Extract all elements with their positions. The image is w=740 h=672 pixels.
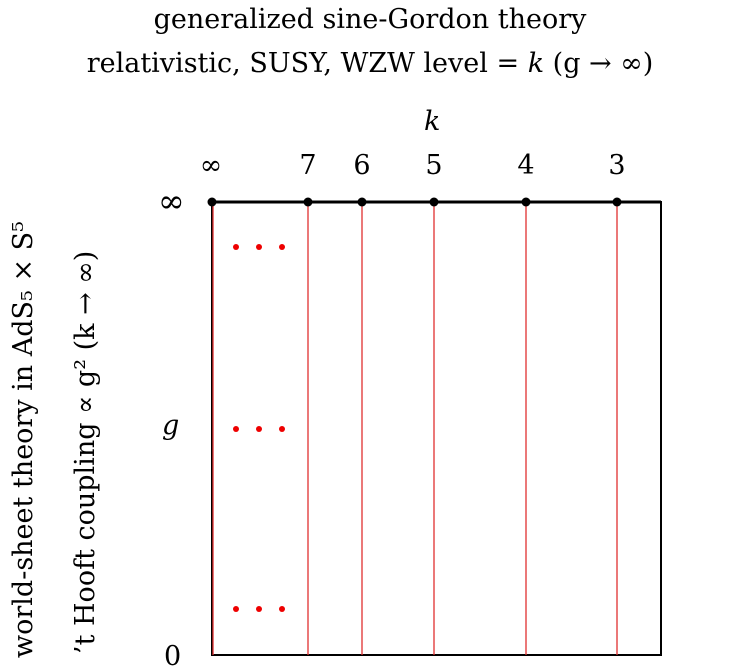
point-k-6 — [357, 197, 367, 207]
ellipsis-dots-bottom — [233, 606, 285, 612]
point-k-7 — [303, 197, 313, 207]
title-k: k — [527, 48, 545, 79]
tick-k-3: 3 — [608, 150, 626, 181]
diagram-title-line2: relativistic, SUSY, WZW level = k (g → ∞… — [0, 48, 740, 79]
tick-k-infinity: ∞ — [199, 150, 223, 181]
point-k-3 — [612, 197, 622, 207]
left-infinity-label: ∞ — [158, 182, 185, 220]
point-k-4 — [521, 197, 531, 207]
diagram-title-line1: generalized sine-Gordon theory — [153, 4, 587, 35]
tick-k-7: 7 — [299, 150, 317, 181]
left-zero-label: 0 — [164, 641, 182, 672]
ellipsis-dots-middle — [233, 426, 285, 432]
g-axis-label: g — [162, 410, 180, 441]
point-k-5 — [429, 197, 439, 207]
tick-k-5: 5 — [425, 150, 443, 181]
title-suffix: (g → ∞) — [544, 48, 654, 79]
k-axis-label: k — [424, 106, 441, 137]
title-prefix: relativistic, SUSY, WZW level = — [86, 48, 528, 79]
ellipsis-dots-top — [233, 244, 285, 250]
tick-k-4: 4 — [517, 150, 535, 181]
point-k-infinity — [207, 197, 217, 207]
tick-k-6: 6 — [353, 150, 371, 181]
